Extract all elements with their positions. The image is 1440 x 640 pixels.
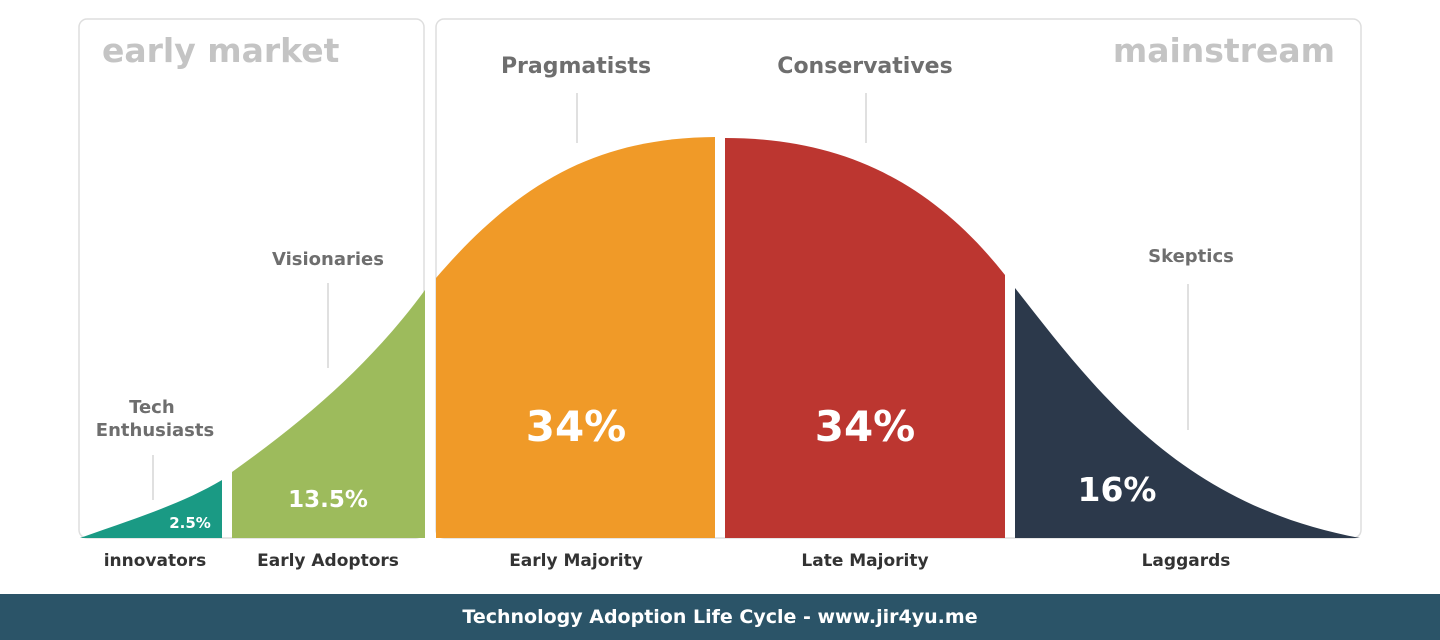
innovators-category: innovators <box>104 551 207 571</box>
pragmatists-label: Pragmatists <box>501 54 651 79</box>
adoption-curve-diagram: early market mainstream Tech Enthusiasts… <box>78 18 1362 571</box>
innovators-segment <box>80 480 222 538</box>
early-adopters-percent: 13.5% <box>288 487 368 513</box>
footer-title: Technology Adoption Life Cycle - www.jir… <box>462 606 978 628</box>
early-adopters-segment <box>232 290 425 538</box>
tech-enthusiasts-label: Tech Enthusiasts <box>96 397 214 441</box>
mainstream-label: mainstream <box>1113 31 1335 70</box>
early-majority-category: Early Majority <box>509 551 643 571</box>
late-majority-segment <box>725 138 1005 538</box>
conservatives-label: Conservatives <box>777 54 952 79</box>
innovators-percent: 2.5% <box>169 514 211 532</box>
footer-bar: Technology Adoption Life Cycle - www.jir… <box>0 594 1440 640</box>
early-market-label: early market <box>102 31 340 70</box>
skeptics-label: Skeptics <box>1148 246 1234 267</box>
late-majority-percent: 34% <box>815 402 916 451</box>
early-majority-segment <box>436 137 715 538</box>
late-majority-category: Late Majority <box>801 551 928 571</box>
visionaries-label: Visionaries <box>272 249 384 270</box>
laggards-percent: 16% <box>1078 470 1157 509</box>
laggards-segment <box>1015 288 1360 538</box>
early-adopters-category: Early Adoptors <box>257 551 399 571</box>
laggards-category: Laggards <box>1142 551 1231 571</box>
early-majority-percent: 34% <box>526 402 627 451</box>
